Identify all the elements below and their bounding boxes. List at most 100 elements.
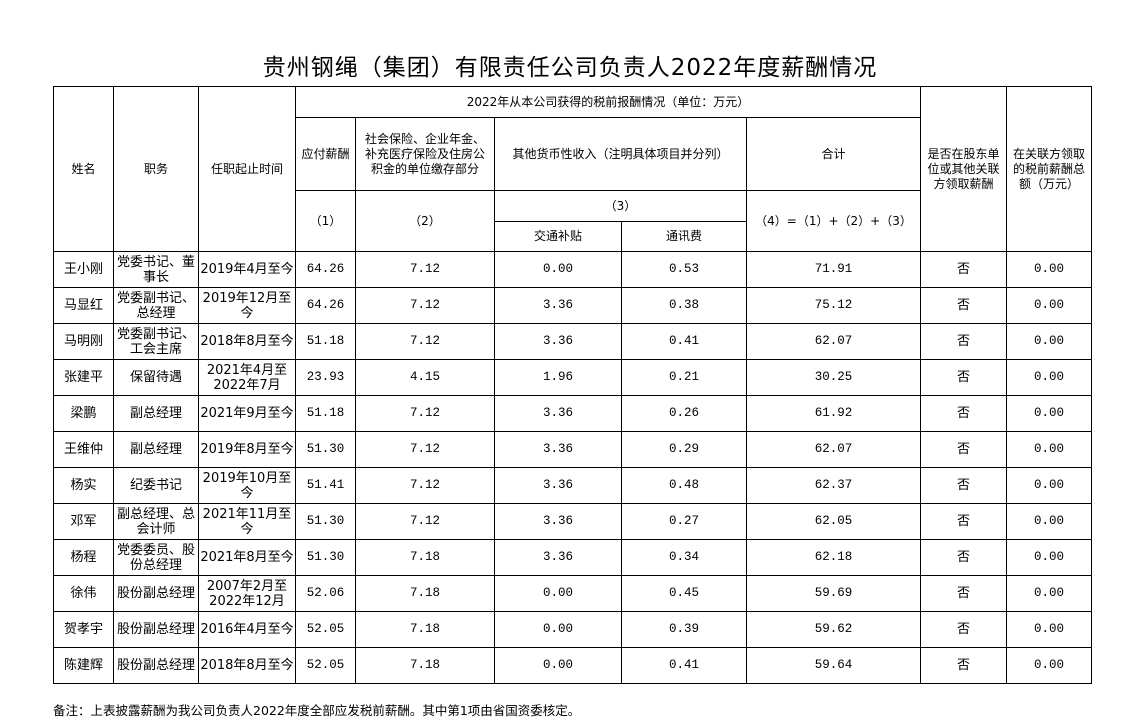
cell-transport: 0.00: [494, 251, 622, 288]
cell-position: 党委书记、董事长: [113, 251, 199, 288]
cell-position: 股份副总经理: [113, 575, 199, 612]
cell-transport: 3.36: [494, 287, 622, 324]
cell-transport: 3.36: [494, 395, 622, 432]
cell-social: 7.12: [355, 287, 495, 324]
cell-term: 2018年8月至今: [198, 323, 296, 360]
cell-position: 副总经理: [113, 395, 199, 432]
cell-telecom: 0.48: [621, 467, 747, 504]
cell-name: 杨程: [53, 539, 114, 576]
cell-social: 7.12: [355, 467, 495, 504]
cell-total: 62.07: [745, 431, 922, 468]
header-related-flag: 是否在股东单位或其他关联方领取薪酬: [920, 86, 1008, 252]
cell-related-flag: 否: [920, 395, 1008, 432]
cell-total: 61.92: [745, 395, 922, 432]
cell-salary: 51.30: [295, 539, 356, 576]
cell-total: 59.69: [745, 575, 922, 612]
cell-social: 7.18: [355, 539, 495, 576]
cell-social: 7.18: [355, 575, 495, 612]
cell-telecom: 0.34: [621, 539, 747, 576]
header-salary: 应付薪酬: [295, 117, 356, 191]
cell-related-amount: 0.00: [1006, 323, 1093, 360]
header-col4: （4）=（1）+（2）+（3）: [745, 190, 922, 252]
cell-name: 陈建辉: [53, 647, 114, 684]
cell-telecom: 0.27: [621, 503, 747, 540]
table-row: 马显红 党委副书记、总经理 2019年12月至今 64.26 7.12 3.36 0.38 7…: [53, 287, 1093, 324]
cell-name: 杨实: [53, 467, 114, 504]
table-row: 陈建辉 股份副总经理 2018年8月至今 52.05 7.18 0.00 0.41 59.64…: [53, 647, 1093, 684]
cell-related-amount: 0.00: [1006, 251, 1093, 288]
cell-total: 71.91: [745, 251, 922, 288]
cell-social: 7.12: [355, 503, 495, 540]
cell-related-amount: 0.00: [1006, 467, 1093, 504]
cell-total: 62.18: [745, 539, 922, 576]
header-name: 姓名: [53, 86, 114, 252]
cell-term: 2021年8月至今: [198, 539, 296, 576]
cell-related-amount: 0.00: [1006, 647, 1093, 684]
cell-telecom: 0.53: [621, 251, 747, 288]
cell-salary: 52.05: [295, 611, 356, 648]
cell-telecom: 0.45: [621, 575, 747, 612]
cell-position: 股份副总经理: [113, 647, 199, 684]
cell-position: 股份副总经理: [113, 611, 199, 648]
cell-salary: 51.18: [295, 323, 356, 360]
cell-total: 62.07: [745, 323, 922, 360]
header-transport: 交通补贴: [494, 221, 622, 252]
header-col3: （3）: [494, 190, 747, 222]
cell-related-amount: 0.00: [1006, 575, 1093, 612]
cell-related-flag: 否: [920, 251, 1008, 288]
cell-position: 副总经理、总会计师: [113, 503, 199, 540]
cell-related-flag: 否: [920, 467, 1008, 504]
cell-term: 2021年9月至今: [198, 395, 296, 432]
cell-salary: 51.30: [295, 503, 356, 540]
cell-related-flag: 否: [920, 647, 1008, 684]
cell-total: 75.12: [745, 287, 922, 324]
table-row: 徐伟 股份副总经理 2007年2月至2022年12月 52.06 7.18 0.00 0.4…: [53, 575, 1093, 612]
cell-related-amount: 0.00: [1006, 395, 1093, 432]
cell-social: 4.15: [355, 359, 495, 396]
table-row: 王小刚 党委书记、董事长 2019年4月至今 64.26 7.12 0.00 0.53 71.…: [53, 251, 1093, 288]
cell-social: 7.12: [355, 431, 495, 468]
table-row: 梁鹏 副总经理 2021年9月至今 51.18 7.12 3.36 0.26 61.92 否 0.…: [53, 395, 1093, 432]
cell-social: 7.18: [355, 647, 495, 684]
header-term: 任职起止时间: [198, 86, 296, 252]
salary-table: 姓名 职务 任职起止时间 2022年从本公司获得的税前报酬情况（单位：万元） 是…: [53, 86, 1093, 684]
cell-related-flag: 否: [920, 431, 1008, 468]
cell-transport: 3.36: [494, 431, 622, 468]
cell-related-amount: 0.00: [1006, 539, 1093, 576]
cell-related-amount: 0.00: [1006, 611, 1093, 648]
cell-salary: 52.06: [295, 575, 356, 612]
cell-name: 王小刚: [53, 251, 114, 288]
table-row: 杨实 纪委书记 2019年10月至今 51.41 7.12 3.36 0.48 62.37 否 0…: [53, 467, 1093, 504]
cell-salary: 64.26: [295, 287, 356, 324]
cell-salary: 51.41: [295, 467, 356, 504]
header-social: 社会保险、企业年金、补充医疗保险及住房公积金的单位缴存部分: [355, 117, 495, 191]
cell-name: 王维仲: [53, 431, 114, 468]
cell-term: 2019年10月至今: [198, 467, 296, 504]
cell-telecom: 0.21: [621, 359, 747, 396]
cell-position: 党委委员、股份总经理: [113, 539, 199, 576]
cell-related-flag: 否: [920, 359, 1008, 396]
cell-name: 马明刚: [53, 323, 114, 360]
cell-transport: 3.36: [494, 539, 622, 576]
cell-name: 马显红: [53, 287, 114, 324]
cell-related-amount: 0.00: [1006, 287, 1093, 324]
cell-name: 邓军: [53, 503, 114, 540]
cell-transport: 0.00: [494, 611, 622, 648]
table-row: 王维仲 副总经理 2019年8月至今 51.30 7.12 3.36 0.29 62.07 否 0…: [53, 431, 1093, 468]
cell-transport: 3.36: [494, 503, 622, 540]
footnote: 备注：上表披露薪酬为我公司负责人2022年度全部应发税前薪酬。其中第1项由省国资…: [53, 703, 581, 718]
cell-position: 纪委书记: [113, 467, 199, 504]
header-group: 2022年从本公司获得的税前报酬情况（单位：万元）: [294, 86, 922, 118]
header-total: 合计: [745, 117, 922, 191]
cell-name: 贺孝宇: [53, 611, 114, 648]
cell-term: 2019年4月至今: [198, 251, 296, 288]
cell-total: 62.37: [745, 467, 922, 504]
cell-position: 党委副书记、总经理: [113, 287, 199, 324]
cell-transport: 0.00: [494, 647, 622, 684]
header-related-amount: 在关联方领取的税前薪酬总额（万元）: [1006, 86, 1093, 252]
header-telecom: 通讯费: [621, 221, 747, 252]
cell-name: 徐伟: [53, 575, 114, 612]
cell-social: 7.18: [355, 611, 495, 648]
cell-transport: 0.00: [494, 575, 622, 612]
cell-term: 2021年11月至今: [198, 503, 296, 540]
